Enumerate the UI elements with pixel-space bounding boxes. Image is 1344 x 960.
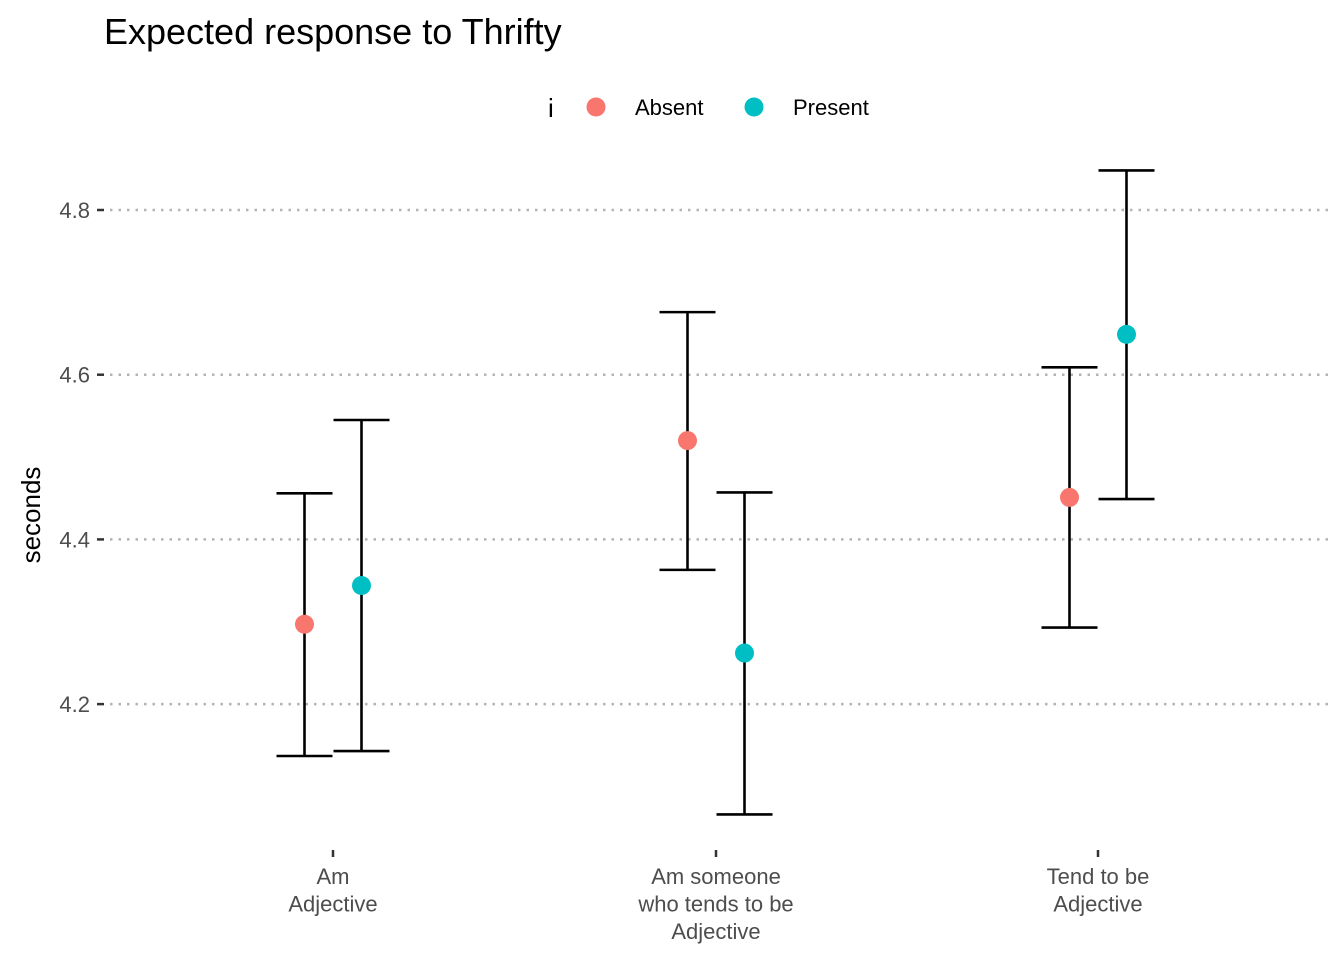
chart-title: Expected response to Thrifty bbox=[104, 11, 562, 52]
legend-title: i bbox=[548, 93, 554, 123]
x-tick-label-line: who tends to be bbox=[637, 892, 793, 917]
x-tick-label-line: Adjective bbox=[1053, 892, 1142, 917]
x-tick-label-line: Am someone bbox=[651, 864, 781, 889]
x-tick-label-line: Am bbox=[317, 864, 350, 889]
legend-key-present bbox=[744, 97, 764, 117]
y-tick-label: 4.2 bbox=[59, 692, 90, 717]
data-point bbox=[678, 431, 697, 451]
data-point bbox=[352, 576, 371, 596]
y-axis: 4.2 4.4 4.6 4.8 bbox=[59, 198, 104, 717]
y-axis-title: seconds bbox=[16, 467, 46, 564]
series-absent bbox=[276, 310, 1098, 758]
x-tick-label-line: Adjective bbox=[671, 919, 760, 944]
series-present bbox=[333, 169, 1155, 816]
y-tick-label: 4.4 bbox=[59, 527, 90, 552]
x-tick-label: Am someone who tends to be Adjective bbox=[637, 864, 793, 944]
legend-key-absent bbox=[586, 97, 606, 117]
y-tick-label: 4.8 bbox=[59, 198, 90, 223]
legend-label-present: Present bbox=[793, 95, 869, 120]
x-tick-label-line: Tend to be bbox=[1047, 864, 1150, 889]
data-point bbox=[735, 643, 754, 663]
gridlines bbox=[110, 208, 1334, 706]
legend-label-absent: Absent bbox=[635, 95, 704, 120]
x-tick-label-line: Adjective bbox=[288, 892, 377, 917]
x-tick-label: Am Adjective bbox=[288, 864, 377, 917]
legend: i Absent Present bbox=[548, 93, 869, 123]
plot-marks bbox=[276, 169, 1155, 816]
data-point bbox=[295, 614, 314, 634]
x-tick-label: Tend to be Adjective bbox=[1047, 864, 1150, 917]
data-point bbox=[1117, 324, 1136, 344]
data-point bbox=[1060, 487, 1079, 507]
y-tick-label: 4.6 bbox=[59, 363, 90, 388]
